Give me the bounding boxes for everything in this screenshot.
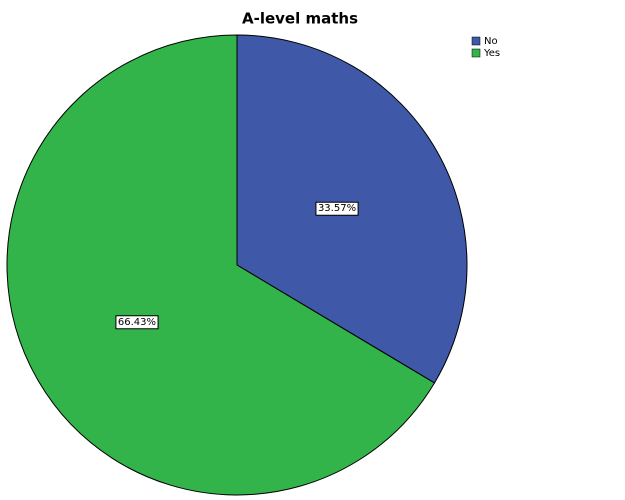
data-label-text: 33.57% bbox=[318, 203, 356, 214]
chart-title: A-level maths bbox=[242, 10, 358, 28]
data-label-box bbox=[115, 315, 159, 330]
legend-swatch bbox=[471, 48, 481, 58]
data-label: 33.57% bbox=[315, 201, 359, 216]
pie-slice bbox=[6, 34, 436, 496]
data-label: 66.43% bbox=[115, 315, 159, 330]
data-label-text: 66.43% bbox=[118, 317, 156, 328]
legend-swatch bbox=[471, 36, 481, 46]
data-label-box bbox=[315, 201, 359, 216]
legend-label: No bbox=[484, 36, 498, 47]
legend-label: Yes bbox=[483, 48, 500, 59]
